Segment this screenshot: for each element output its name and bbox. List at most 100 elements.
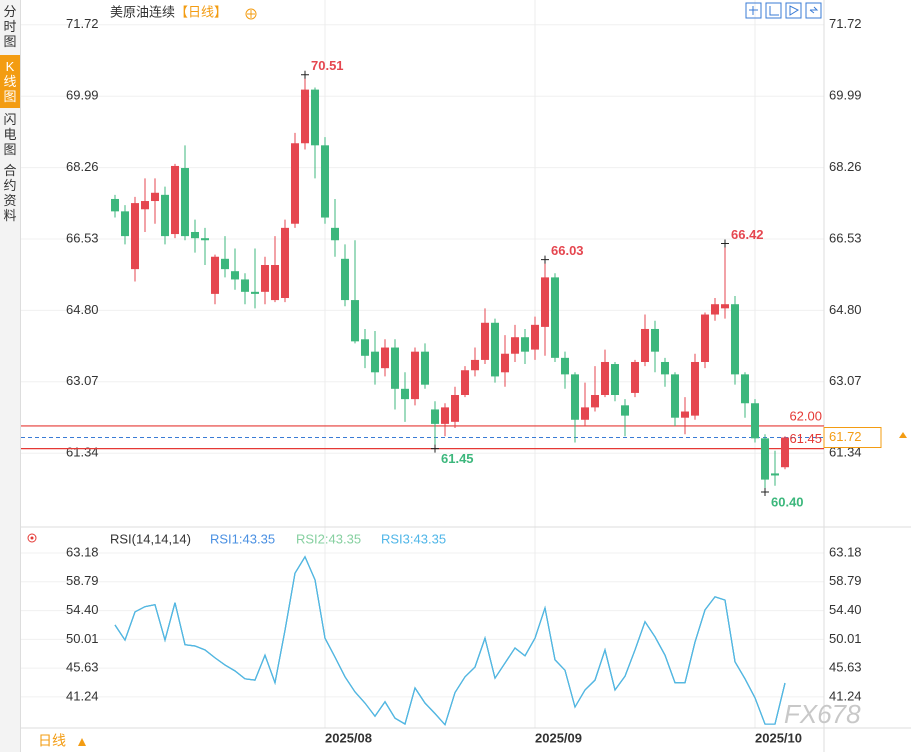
candle-body	[191, 231, 199, 239]
candle-body	[641, 328, 649, 362]
candle-body	[511, 337, 519, 354]
candle-body	[711, 304, 719, 315]
y-tick-label: 64.80	[829, 302, 862, 317]
candle-body	[721, 304, 729, 309]
y-tick-label: 61.34	[66, 445, 99, 460]
candle-body	[271, 265, 279, 301]
candle-body	[241, 279, 249, 292]
candle-body	[371, 351, 379, 373]
y-tick-label: 58.79	[829, 573, 862, 588]
candle-body	[411, 351, 419, 400]
candle-body	[631, 361, 639, 393]
candle-body	[351, 300, 359, 342]
period-caret[interactable]	[78, 738, 86, 746]
y-tick-label: 69.99	[66, 88, 99, 103]
candle-body	[481, 322, 489, 360]
settings-icon[interactable]	[27, 533, 37, 543]
candle-body	[361, 339, 369, 356]
y-tick-label: 54.40	[829, 602, 862, 617]
x-tick-label: 2025/08	[325, 730, 372, 745]
chart-title: 美原油连续	[110, 4, 175, 19]
candle-body	[611, 364, 619, 395]
extreme-label: 70.51	[311, 58, 344, 73]
legend-entry: RSI2:43.35	[296, 531, 361, 546]
y-tick-label: 41.24	[66, 688, 99, 703]
y-tick-label: 45.63	[829, 660, 862, 675]
candle-body	[701, 314, 709, 362]
candle-body	[401, 388, 409, 400]
level-label: 62.00	[789, 408, 822, 423]
extreme-label: 66.03	[551, 243, 584, 258]
candle-body	[431, 409, 439, 424]
candle-body	[251, 291, 259, 294]
period-label: 【日线】	[175, 4, 227, 19]
candle-body	[521, 337, 529, 352]
tab[interactable]: 合约资料	[3, 163, 17, 223]
candle-body	[531, 324, 539, 350]
candle-body	[211, 256, 219, 294]
candle-body	[381, 347, 389, 369]
candle-body	[441, 407, 449, 424]
candle-body	[281, 227, 289, 299]
sidebar: 分时图 K线图 闪电图 合约资料	[0, 0, 21, 752]
candle-body	[301, 89, 309, 144]
candle-body	[601, 361, 609, 395]
legend-entry: RSI1:43.35	[210, 531, 275, 546]
y-tick-label: 41.24	[829, 688, 862, 703]
candle-body	[461, 370, 469, 395]
candle-body	[671, 374, 679, 418]
candle-body	[181, 168, 189, 237]
candle-body	[491, 322, 499, 377]
candle-body	[111, 198, 119, 212]
candle-body	[161, 194, 169, 237]
candle-body	[551, 277, 559, 358]
extreme-marker	[431, 444, 439, 453]
period-button[interactable]: 日线	[38, 733, 66, 749]
rsi-line	[114, 555, 786, 726]
candle-body	[751, 403, 759, 439]
candle-body	[741, 374, 749, 404]
y-tick-label: 50.01	[829, 631, 862, 646]
extreme-marker	[761, 487, 769, 496]
y-tick-label: 63.18	[829, 544, 862, 559]
candle-body	[321, 145, 329, 218]
y-tick-label: 61.34	[829, 445, 862, 460]
candle-body	[691, 361, 699, 416]
add-icon[interactable]	[245, 8, 257, 20]
tab[interactable]: 闪电图	[3, 112, 17, 157]
candle-body	[571, 374, 579, 420]
candle-body	[331, 227, 339, 241]
y-tick-label: 71.72	[829, 16, 862, 31]
candle-body	[391, 347, 399, 389]
candle-body	[581, 407, 589, 420]
candle-body	[171, 165, 179, 235]
candle-body	[761, 438, 769, 480]
extreme-label: 60.40	[771, 494, 804, 509]
y-tick-label: 71.72	[66, 16, 99, 31]
candle-body	[471, 359, 479, 371]
candle-body	[421, 351, 429, 385]
candle-body	[681, 411, 689, 418]
candle-body	[501, 353, 509, 373]
candle-body	[221, 258, 229, 270]
candle-body	[131, 203, 139, 270]
toolbar[interactable]	[745, 2, 822, 19]
candle-body	[201, 238, 209, 241]
candle-body	[661, 361, 669, 375]
candle-body	[541, 277, 549, 327]
candle-body	[621, 405, 629, 416]
y-tick-label: 54.40	[66, 602, 99, 617]
y-tick-label: 50.01	[66, 631, 99, 646]
candle-body	[591, 395, 599, 408]
y-tick-label: 66.53	[66, 230, 99, 245]
y-tick-label: 45.63	[66, 660, 99, 675]
extreme-marker	[721, 239, 729, 248]
tab[interactable]: 分时图	[3, 4, 17, 49]
candle-body	[121, 211, 129, 237]
candle-body	[311, 89, 319, 146]
price-arrow	[899, 432, 907, 438]
tab[interactable]: K线图	[0, 55, 20, 108]
candle-body	[451, 395, 459, 422]
